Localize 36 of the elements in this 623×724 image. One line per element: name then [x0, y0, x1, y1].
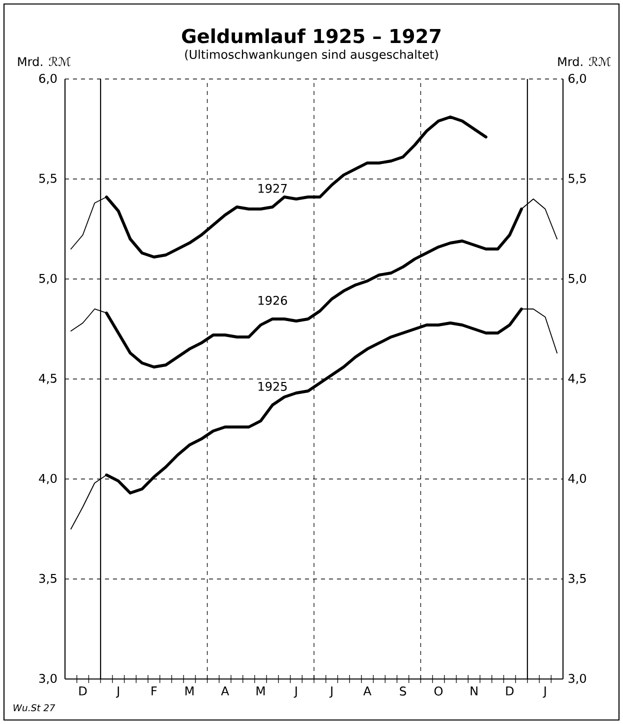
- x-tick-label: S: [400, 686, 406, 696]
- y-tick-label: 5,0: [39, 274, 57, 284]
- y2-tick-label: 5,0: [568, 274, 586, 284]
- x-tick-label: M: [185, 686, 194, 696]
- x-tick-label: A: [363, 686, 372, 696]
- y2-tick-label: 3,0: [568, 674, 586, 684]
- y2-tick-label: 5,5: [568, 174, 586, 184]
- x-tick-label: N: [470, 686, 478, 696]
- y-tick-label: 4,5: [38, 374, 56, 384]
- y2-tick-label: 6,0: [568, 74, 586, 84]
- chart-title: Geldumlauf 1925 – 1927: [182, 28, 440, 44]
- y-tick-label: 6,0: [39, 74, 57, 84]
- x-tick-label: F: [152, 686, 157, 696]
- x-tick-label: D: [506, 686, 514, 696]
- x-tick-label: O: [434, 686, 443, 696]
- y-axis-title: Mrd. ℛℳ: [18, 56, 71, 66]
- x-tick-label: J: [294, 686, 297, 698]
- y-tick-label: 5,5: [39, 174, 56, 184]
- x-tick-label: J: [542, 686, 546, 698]
- series-label: 1926: [258, 296, 288, 305]
- x-tick-label: A: [221, 686, 230, 696]
- x-tick-label: M: [256, 686, 265, 696]
- series-label: 1925: [258, 382, 287, 391]
- y2-tick-label: 3,5: [568, 574, 586, 584]
- series-label: 1927: [258, 184, 287, 193]
- x-tick-label: J: [329, 686, 332, 698]
- y2-tick-label: 4,0: [568, 474, 586, 484]
- y2-tick-label: 4,5: [568, 374, 586, 384]
- text: Wu.St 27: [14, 704, 56, 712]
- x-tick-label: D: [79, 686, 87, 696]
- y2-axis-title: Mrd. ℛℳ: [558, 56, 611, 66]
- y-tick-label: 4,0: [38, 474, 57, 484]
- y-tick-label: 3,5: [39, 574, 56, 584]
- y-tick-label: 3,0: [39, 674, 57, 684]
- chart-subtitle: (Ultimoschwankungen sind ausgeschaltet): [185, 50, 438, 62]
- x-tick-label: J: [116, 686, 119, 698]
